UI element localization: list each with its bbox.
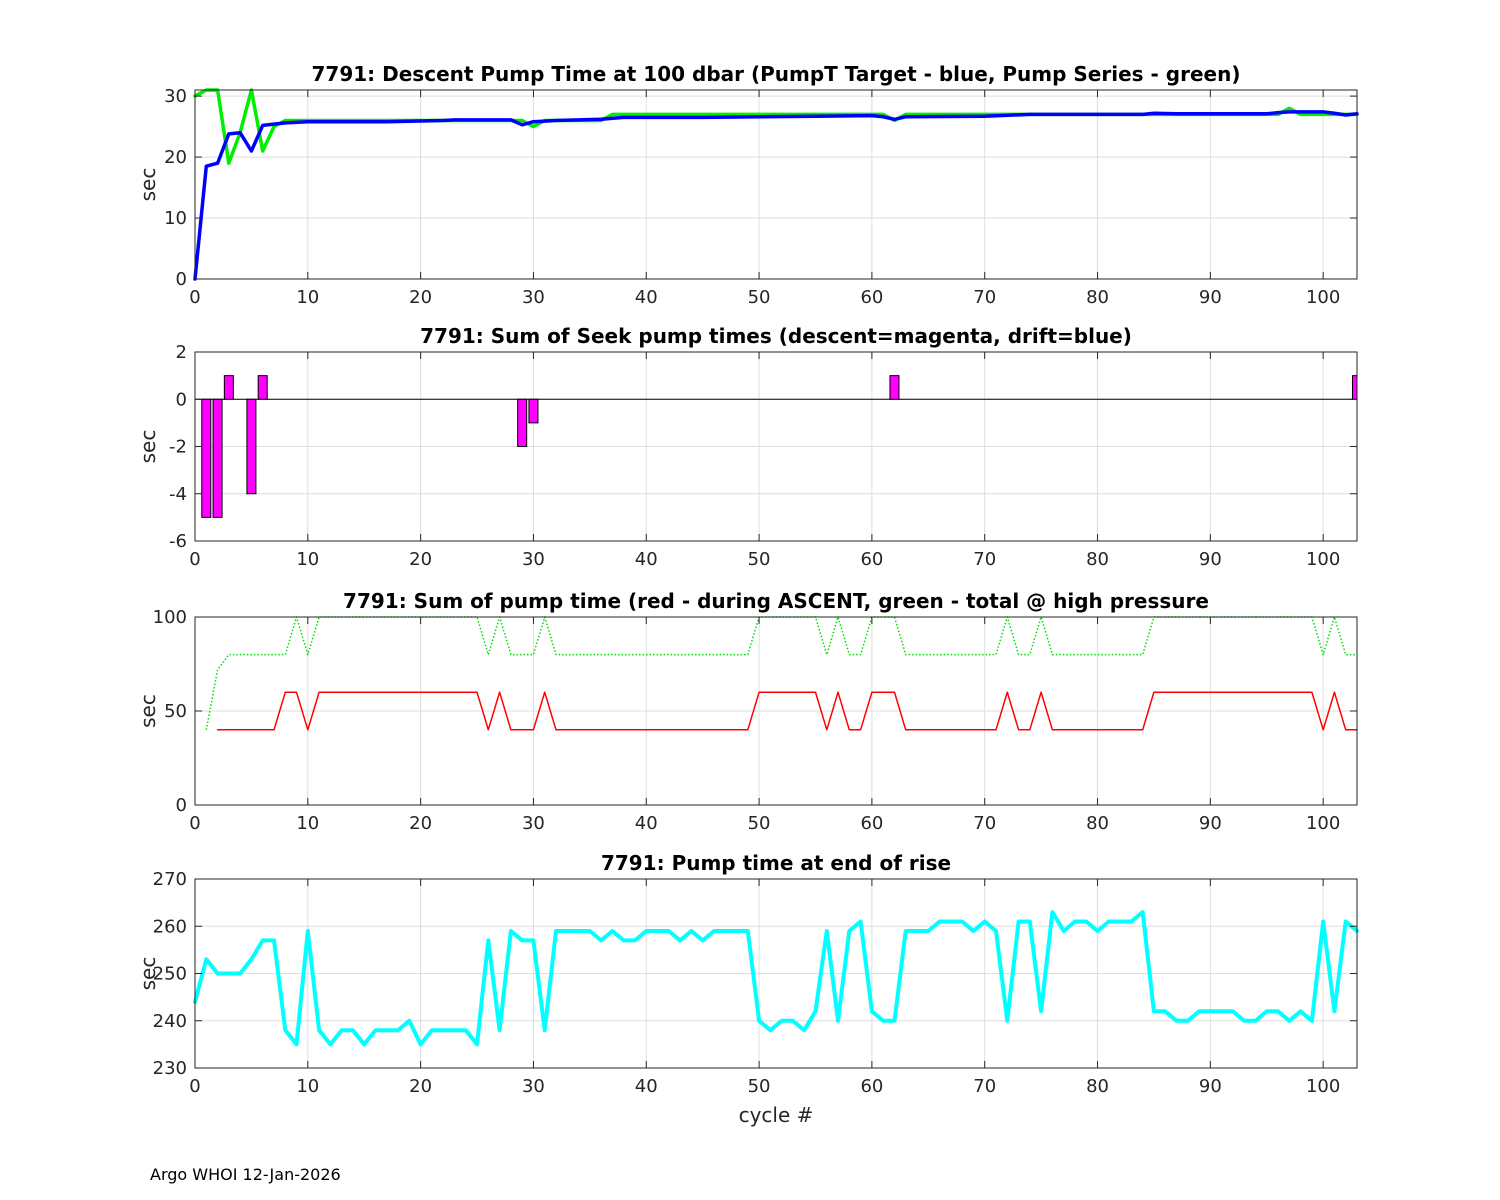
y-tick-label: -4 [169, 484, 187, 505]
y-tick-label: 0 [176, 795, 187, 816]
x-tick-label: 90 [1199, 287, 1222, 308]
bar [246, 398, 257, 495]
footer-text: Argo WHOI 12-Jan-2026 [150, 1165, 341, 1184]
x-tick-label: 10 [296, 1076, 319, 1097]
x-tick-label: 70 [973, 813, 996, 834]
chart-title: 7791: Sum of pump time (red - during ASC… [343, 589, 1209, 613]
y-tick-label: 10 [164, 208, 187, 229]
x-tick-label: 20 [409, 1076, 432, 1097]
series-line-1 [193, 910, 1359, 1047]
series-line-2 [193, 110, 1359, 281]
y-tick-label: 20 [164, 147, 187, 168]
x-tick-label: 40 [635, 1076, 658, 1097]
bar [201, 398, 212, 518]
x-tick-label: 10 [296, 813, 319, 834]
y-tick-label: 250 [153, 964, 187, 985]
x-tick-label: 60 [860, 549, 883, 570]
x-tick-label: 60 [860, 1076, 883, 1097]
y-axis-label: sec [136, 957, 160, 991]
bar [257, 375, 268, 400]
x-tick-label: 60 [860, 287, 883, 308]
y-tick-label: 270 [153, 869, 187, 890]
y-axis-label: sec [136, 168, 160, 202]
y-axis-label: sec [136, 694, 160, 728]
chart-title: 7791: Sum of Seek pump times (descent=ma… [420, 324, 1132, 348]
chart-title: 7791: Pump time at end of rise [601, 851, 951, 875]
x-tick-label: 20 [409, 549, 432, 570]
x-tick-label: 80 [1086, 1076, 1109, 1097]
x-tick-label: 40 [635, 549, 658, 570]
x-tick-label: 50 [748, 813, 771, 834]
chart-panel-1: 0 10 20 30 40 50 60 70 80 90 100 0 10 20 30 7791: Desce… [136, 62, 1359, 308]
x-tick-label: 80 [1086, 287, 1109, 308]
chart-panel-4: 0 10 20 30 40 50 60 70 80 90 100 230 240 250 260 270 779… [136, 851, 1359, 1127]
y-tick-label: 50 [164, 701, 187, 722]
y-tick-label: 0 [176, 389, 187, 410]
x-tick-label: 30 [522, 287, 545, 308]
bar [1351, 375, 1358, 400]
x-tick-label: 0 [189, 549, 200, 570]
x-tick-label: 30 [522, 549, 545, 570]
x-axis-label: cycle # [739, 1103, 814, 1127]
bar [889, 375, 900, 400]
x-tick-label: 80 [1086, 813, 1109, 834]
x-tick-label: 50 [748, 287, 771, 308]
x-tick-label: 100 [1306, 287, 1340, 308]
x-tick-label: 50 [748, 1076, 771, 1097]
bar [528, 398, 539, 424]
x-tick-label: 60 [860, 813, 883, 834]
bar [517, 398, 528, 447]
x-tick-label: 30 [522, 813, 545, 834]
y-tick-label: 240 [153, 1011, 187, 1032]
bar [212, 398, 223, 518]
x-tick-label: 90 [1199, 813, 1222, 834]
y-tick-label: 260 [153, 916, 187, 937]
x-tick-label: 20 [409, 287, 432, 308]
series-line-2 [216, 691, 1358, 731]
x-tick-label: 10 [296, 549, 319, 570]
y-tick-label: 100 [153, 607, 187, 628]
x-tick-label: 100 [1306, 549, 1340, 570]
y-tick-label: -6 [169, 531, 187, 552]
x-tick-label: 40 [635, 813, 658, 834]
x-tick-label: 90 [1199, 549, 1222, 570]
x-tick-label: 100 [1306, 1076, 1340, 1097]
axes-frame [194, 89, 1358, 280]
x-tick-label: 100 [1306, 813, 1340, 834]
x-tick-label: 0 [189, 287, 200, 308]
x-tick-label: 30 [522, 1076, 545, 1097]
x-tick-label: 70 [973, 287, 996, 308]
x-tick-label: 80 [1086, 549, 1109, 570]
x-tick-label: 50 [748, 549, 771, 570]
chart-title: 7791: Descent Pump Time at 100 dbar (Pum… [312, 62, 1241, 86]
x-tick-label: 0 [189, 813, 200, 834]
chart-panel-3: 0 10 20 30 40 50 60 70 80 90 100 0 50 100 7791: Sum of… [136, 589, 1358, 834]
y-axis-label: sec [136, 430, 160, 464]
x-tick-label: 20 [409, 813, 432, 834]
x-tick-label: 70 [973, 1076, 996, 1097]
chart-panel-2: 0 10 20 30 40 50 60 70 80 90 100 -6 -4 -2 0 2 7791: Sum … [136, 324, 1358, 570]
x-tick-label: 90 [1199, 1076, 1222, 1097]
y-tick-label: 0 [176, 269, 187, 290]
bar [223, 375, 234, 400]
x-tick-label: 40 [635, 287, 658, 308]
y-tick-label: -2 [169, 437, 187, 458]
y-tick-label: 30 [164, 86, 187, 107]
y-tick-label: 230 [153, 1058, 187, 1079]
x-tick-label: 0 [189, 1076, 200, 1097]
y-tick-label: 2 [176, 342, 187, 363]
x-tick-label: 70 [973, 549, 996, 570]
x-tick-label: 10 [296, 287, 319, 308]
